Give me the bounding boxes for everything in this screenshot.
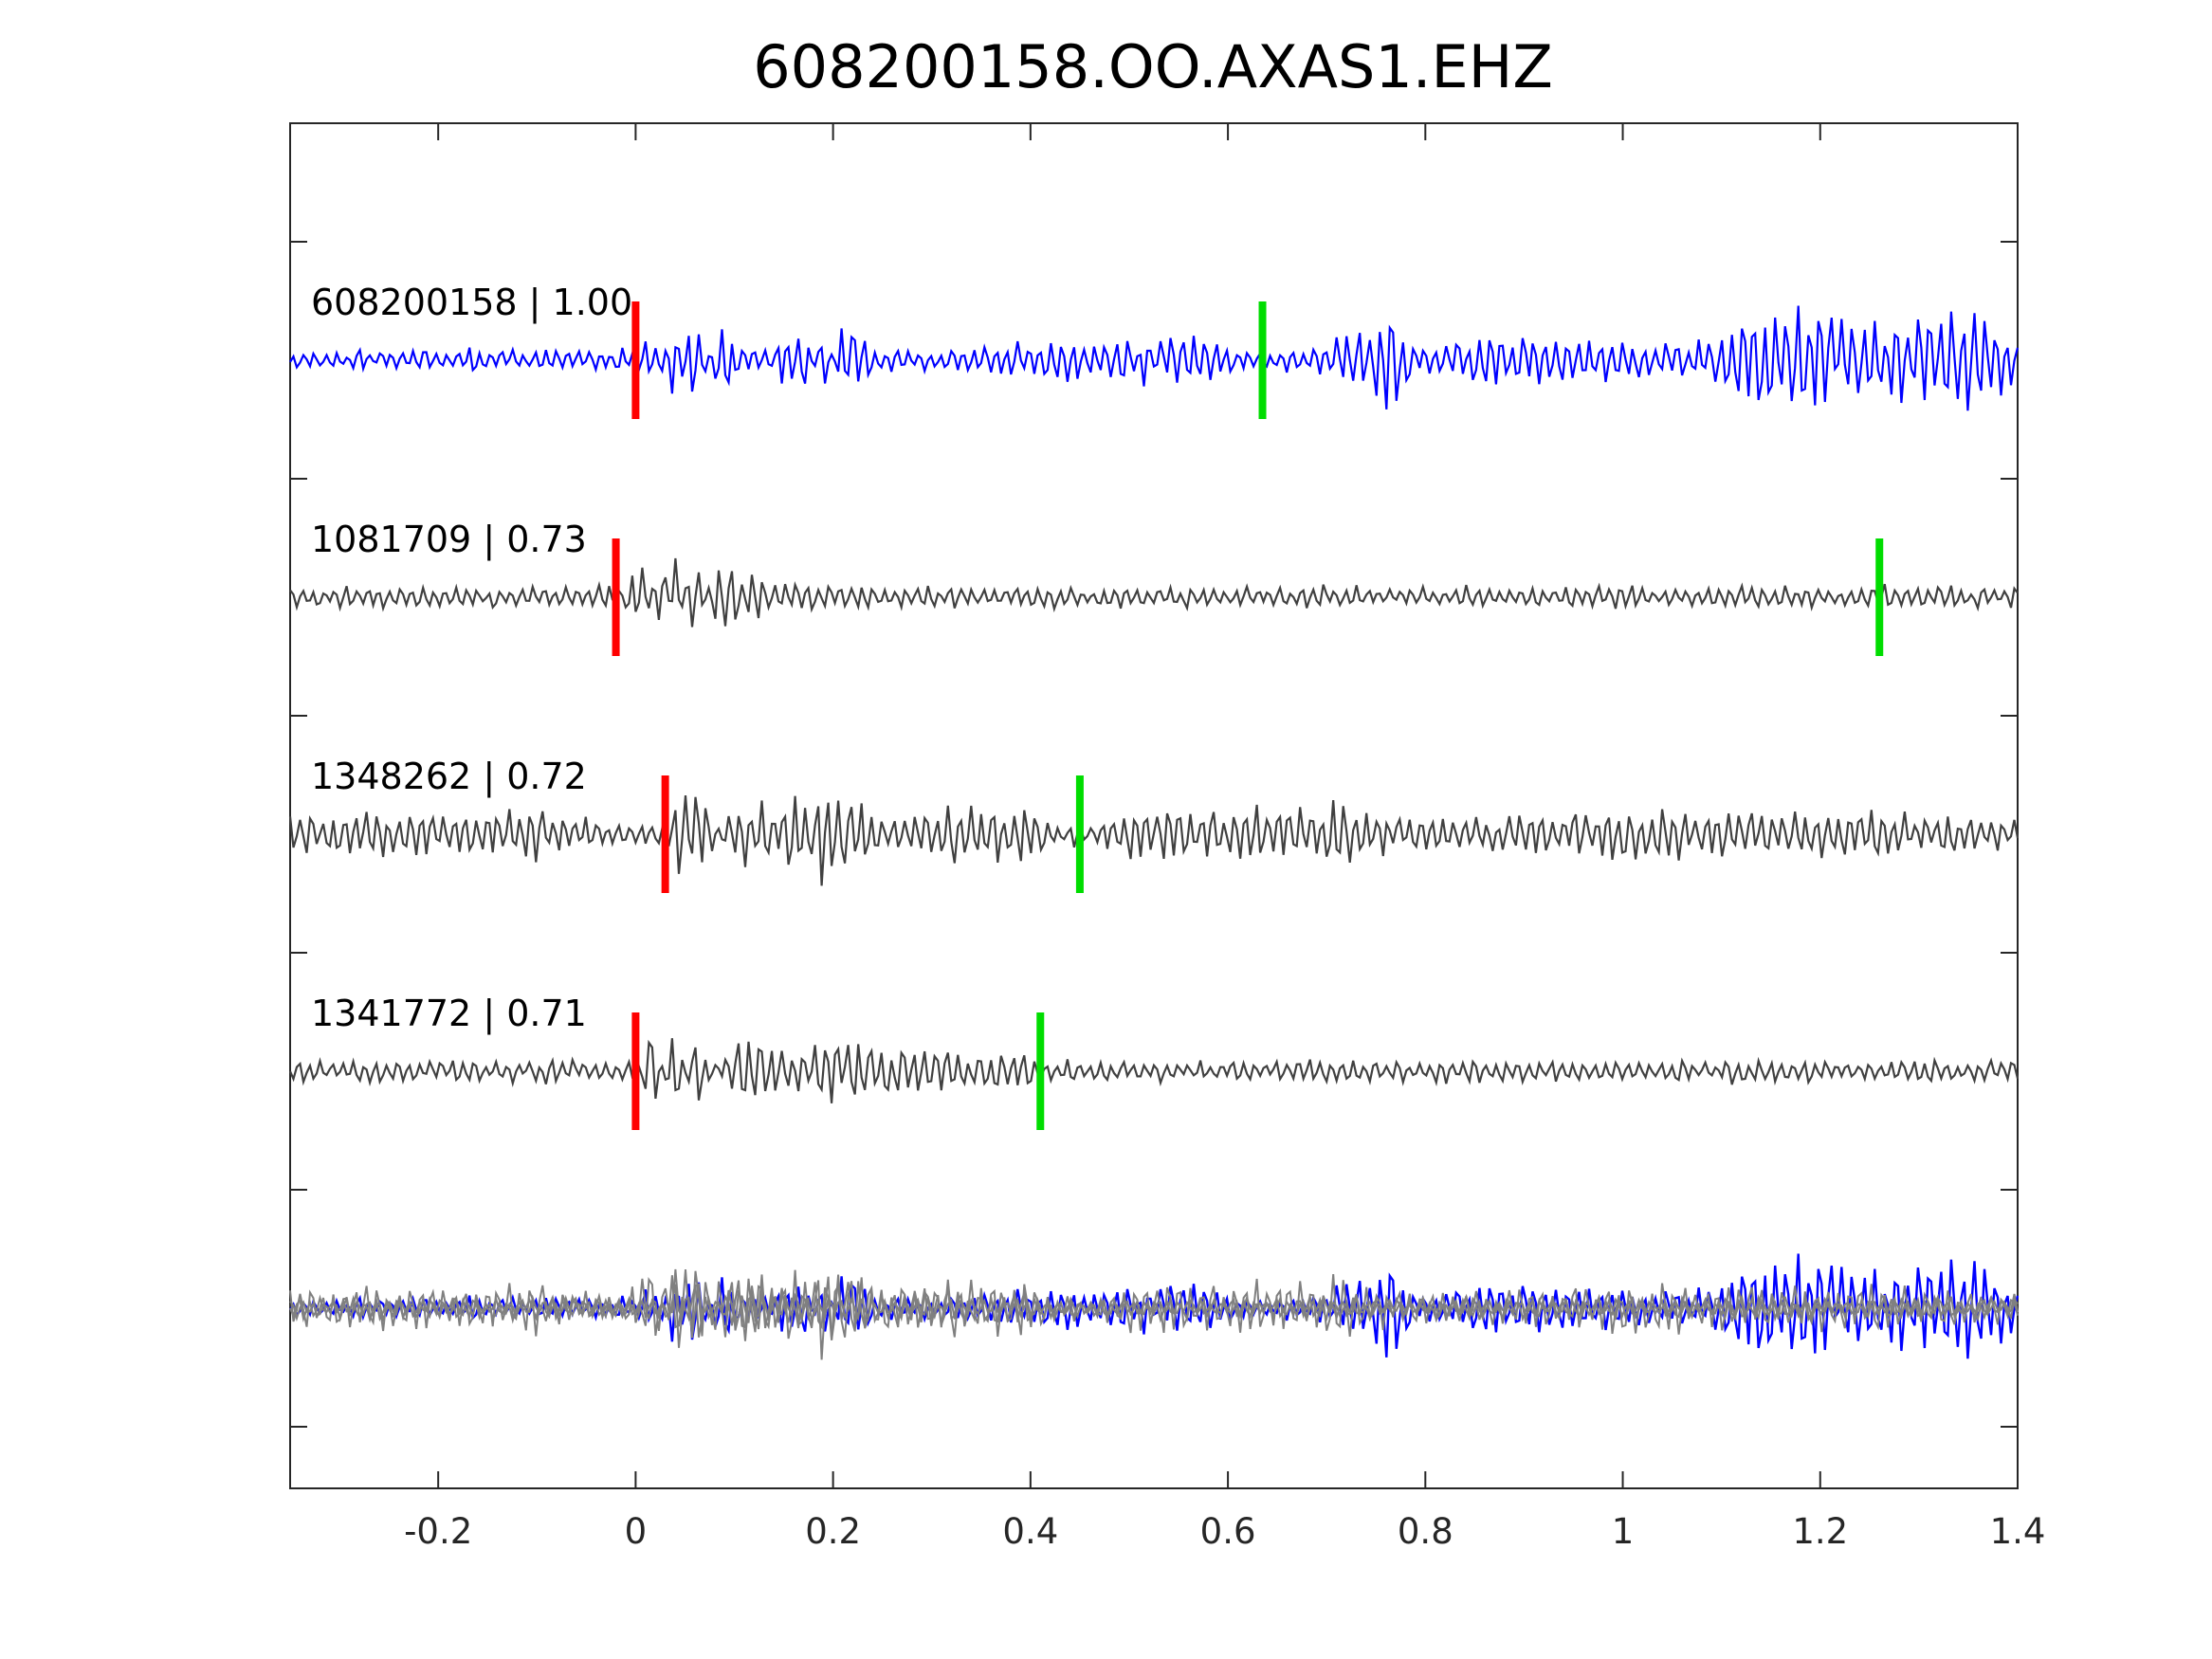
overlay-line-3 (289, 1275, 2019, 1340)
x-tick-label: -0.2 (404, 1511, 472, 1552)
x-tick-label: 0.4 (1002, 1511, 1058, 1552)
x-tick-label: 0.8 (1398, 1511, 1453, 1552)
trace-labels: 608200158 | 1.00 1081709 | 0.73 1348262 | … (311, 282, 632, 1035)
chart-title: 608200158.OO.AXAS1.EHZ (753, 32, 1553, 101)
seismic-traces (288, 305, 2020, 1103)
trace-label-0: 608200158 | 1.00 (311, 282, 632, 324)
plot-area (289, 122, 2019, 1489)
x-tick-label: 1.2 (1792, 1511, 1848, 1552)
x-axis-ticks: -0.2 0 0.2 0.4 0.6 0.8 1 1.2 1.4 (404, 123, 2045, 1552)
x-tick-label: 0.2 (805, 1511, 861, 1552)
x-tick-label: 1.4 (1990, 1511, 2046, 1552)
overlay-traces (288, 1253, 2020, 1360)
trace-label-2: 1348262 | 0.72 (311, 756, 587, 798)
phase-picks (612, 301, 1884, 1130)
x-tick-label: 0 (625, 1511, 648, 1552)
x-tick-label: 0.6 (1200, 1511, 1256, 1552)
x-tick-label: 1 (1612, 1511, 1635, 1552)
trace-label-1: 1081709 | 0.73 (311, 519, 587, 561)
trace-label-3: 1341772 | 0.71 (311, 993, 587, 1035)
trace-line-3 (288, 1038, 2020, 1103)
y-axis-ticks (290, 241, 2018, 1428)
trace-line-2 (288, 795, 2020, 886)
trace-line-0 (289, 305, 2020, 411)
trace-line-1 (289, 557, 2019, 628)
